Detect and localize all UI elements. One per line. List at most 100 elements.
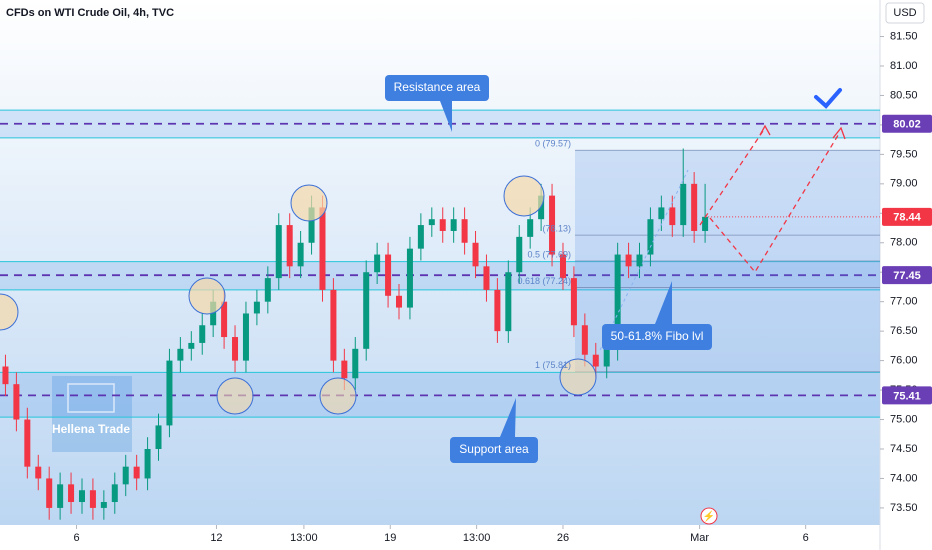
candle-body (636, 254, 643, 267)
candle-body (439, 219, 446, 231)
price-tag (882, 114, 932, 133)
candle-body (658, 207, 665, 220)
candle-body (428, 219, 435, 226)
candle-body (483, 266, 490, 290)
x-tick-label: 6 (73, 532, 79, 544)
candle-body (570, 278, 577, 326)
x-tick-label: 6 (803, 532, 809, 544)
candle-body (352, 348, 359, 379)
svg-text:⚡: ⚡ (703, 510, 715, 523)
candle-body (385, 254, 392, 296)
candle-body (177, 348, 184, 361)
y-tick-label: 81.00 (890, 60, 918, 72)
candle-body (188, 342, 195, 349)
candle-body (286, 225, 293, 267)
x-tick-label: 13:00 (463, 532, 491, 544)
candle-body (210, 301, 217, 326)
candle-body (308, 207, 315, 243)
candle-body (100, 502, 107, 508)
y-tick-label: 76.50 (890, 325, 918, 337)
fib-label: 0.5 (77.69) (527, 249, 571, 259)
candle-body (122, 466, 129, 485)
candle-body (538, 195, 545, 220)
candle-body (505, 272, 512, 332)
candle-body (111, 484, 118, 503)
y-tick-label: 74.50 (890, 443, 918, 455)
candle-body (242, 313, 249, 361)
candle-body (57, 484, 64, 508)
fib-label: (78.13) (542, 223, 571, 233)
candle-body (549, 195, 556, 255)
candle-body (144, 448, 151, 479)
candle-body (625, 254, 632, 267)
candle-body (221, 301, 228, 338)
fib-label: 1 (75.81) (535, 360, 571, 370)
y-tick-label: 75.00 (890, 413, 918, 425)
candle-body (199, 325, 206, 343)
y-tick-label: 80.50 (890, 89, 918, 101)
candle-body (406, 248, 413, 308)
fib-label: 0.618 (77.24) (517, 276, 571, 286)
candle-body (647, 219, 654, 255)
y-tick-label: 81.50 (890, 30, 918, 42)
chart-title: CFDs on WTI Crude Oil, 4h, TVC (6, 7, 174, 19)
price-tag-label: 78.44 (893, 212, 921, 224)
y-tick-label: 76.00 (890, 355, 918, 367)
candle-body (2, 366, 9, 385)
candle-body (417, 225, 424, 249)
candle-body (472, 242, 479, 267)
price-tag-label: 77.45 (893, 270, 921, 282)
candle-body (691, 183, 698, 231)
annotation-label: 50-61.8% Fibo lvl (611, 329, 704, 343)
candle-body (89, 490, 96, 508)
candle-body (166, 360, 173, 426)
annotations: ⚡ (0, 75, 846, 525)
x-tick-label: 12 (210, 532, 222, 544)
candle-body (516, 236, 523, 273)
annotation-label: Resistance area (394, 80, 481, 94)
annotation-label: Support area (459, 442, 529, 456)
candle-body (341, 360, 348, 379)
currency-button[interactable] (885, 2, 925, 24)
watermark-text: Hellena Trade (52, 422, 130, 436)
candle-body (450, 219, 457, 231)
candle-body (680, 183, 687, 226)
candle-body (275, 225, 282, 279)
x-tick-label: 26 (557, 532, 569, 544)
candle-body (35, 466, 42, 479)
candle-body (319, 207, 326, 290)
candle-body (232, 337, 239, 361)
candle-body (581, 325, 588, 355)
candle-body (13, 384, 20, 420)
candle-body (669, 207, 676, 226)
candle-body (253, 301, 260, 314)
price-tag-label: 75.41 (893, 390, 921, 402)
y-tick-label: 79.50 (890, 148, 918, 160)
candle-body (363, 272, 370, 349)
candle-body (603, 348, 610, 367)
y-tick-label: 77.00 (890, 296, 918, 308)
candle-body (461, 219, 468, 243)
candle-body (155, 425, 162, 449)
price-tag-label: 80.02 (893, 119, 921, 131)
candle-body (396, 295, 403, 308)
x-tick-label: 19 (384, 532, 396, 544)
candle-body (527, 219, 534, 237)
candle-body (330, 289, 337, 361)
candle-body (24, 419, 31, 467)
candle-body (592, 354, 599, 367)
x-tick-label: 13:00 (290, 532, 318, 544)
y-tick-label: 73.50 (890, 502, 918, 514)
candle-body (264, 278, 271, 302)
candle-body (614, 254, 621, 349)
currency: USD (893, 7, 916, 19)
candle-body (374, 254, 381, 273)
price-tag (882, 266, 932, 285)
candle-body (46, 478, 53, 508)
price-tag (882, 386, 932, 405)
x-tick-label: Mar (690, 532, 709, 544)
candle-body (297, 242, 304, 267)
time-axis (0, 525, 880, 550)
price-tag (882, 207, 932, 226)
